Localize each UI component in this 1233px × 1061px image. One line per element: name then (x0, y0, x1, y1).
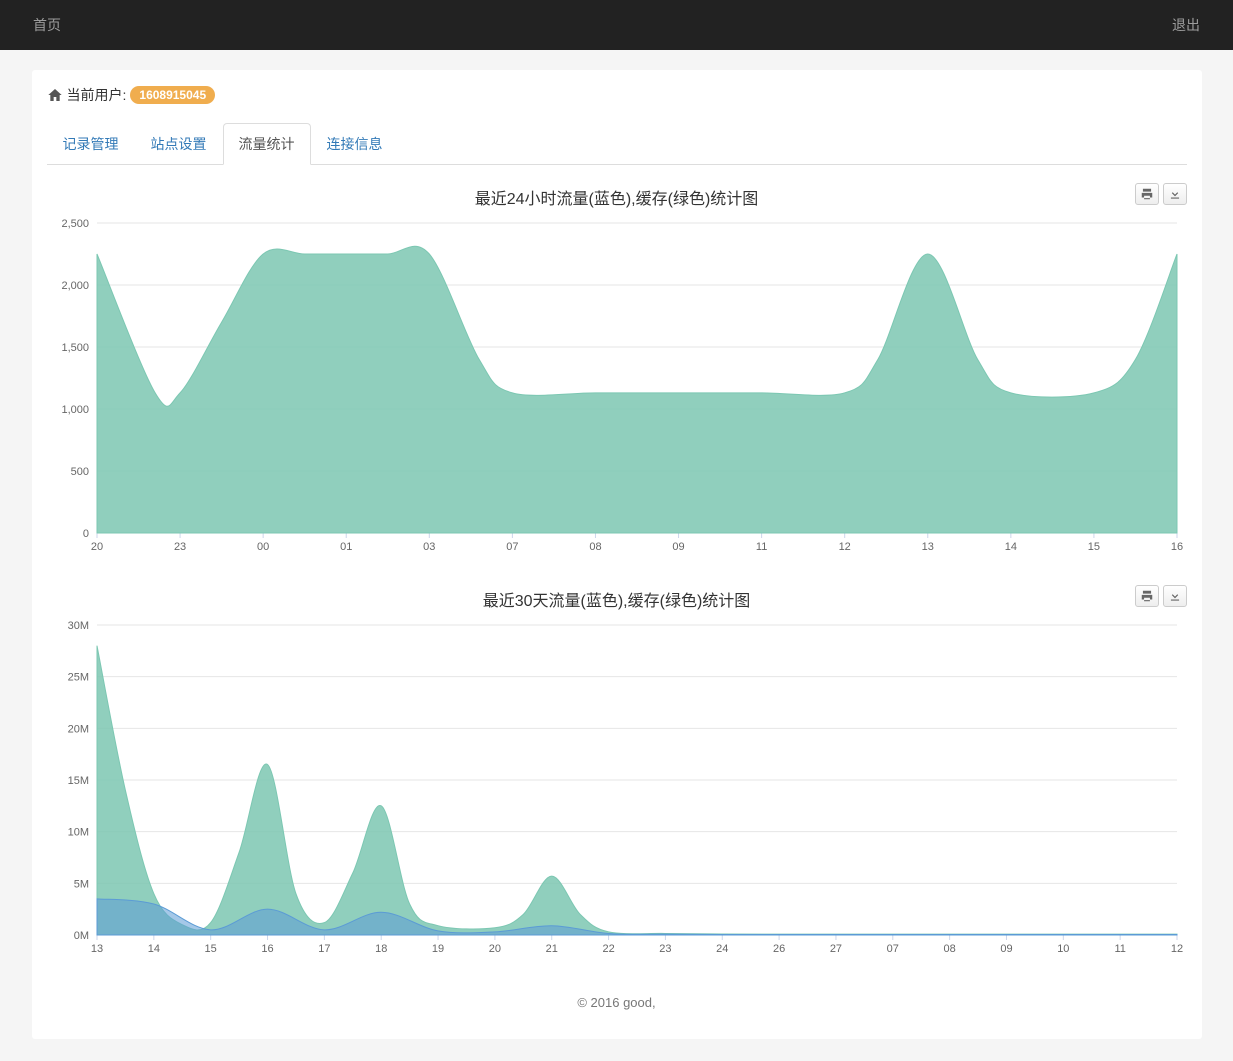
tab-0[interactable]: 记录管理 (47, 123, 135, 165)
svg-text:12: 12 (1170, 943, 1182, 955)
chart-24h-tools (1135, 183, 1187, 205)
svg-text:13: 13 (90, 943, 102, 955)
svg-text:2,500: 2,500 (61, 218, 89, 230)
svg-text:15M: 15M (67, 775, 88, 787)
svg-text:22: 22 (602, 943, 614, 955)
svg-text:00: 00 (257, 541, 269, 553)
svg-text:30M: 30M (67, 620, 88, 632)
svg-text:11: 11 (1114, 943, 1125, 955)
svg-text:10M: 10M (67, 827, 88, 839)
tabs: 记录管理站点设置流量统计连接信息 (47, 123, 1187, 165)
svg-text:16: 16 (261, 943, 273, 955)
svg-text:25M: 25M (67, 672, 88, 684)
chart-24h-svg: 0 500 1,000 1,500 2,000 2,500 20 23 00 01 03 07 08 09… (47, 217, 1187, 557)
svg-text:14: 14 (1004, 541, 1016, 553)
chart-24h-area: 0 500 1,000 1,500 2,000 2,500 20 23 00 01 03 07 08 09… (47, 217, 1187, 557)
svg-text:24: 24 (716, 943, 728, 955)
svg-text:20: 20 (488, 943, 500, 955)
navbar: 首页 退出 (0, 0, 1233, 50)
download-icon[interactable] (1163, 183, 1187, 205)
svg-text:23: 23 (173, 541, 185, 553)
tab-1[interactable]: 站点设置 (135, 123, 223, 165)
svg-text:10: 10 (1057, 943, 1069, 955)
svg-text:0: 0 (82, 528, 88, 540)
svg-text:07: 07 (886, 943, 898, 955)
chart-30d-block: 最近30天流量(蓝色),缓存(绿色)统计图 0M 5M 10M 15M 20M 25M 30… (47, 587, 1187, 959)
nav-home[interactable]: 首页 (18, 0, 76, 50)
svg-text:15: 15 (204, 943, 216, 955)
current-user-label: 当前用户: (67, 85, 127, 105)
svg-text:23: 23 (659, 943, 671, 955)
svg-text:11: 11 (755, 541, 766, 553)
home-icon (47, 87, 63, 103)
main-panel: 当前用户: 1608915045 记录管理站点设置流量统计连接信息 最近24小时… (32, 70, 1202, 1039)
svg-text:03: 03 (423, 541, 435, 553)
svg-text:12: 12 (838, 541, 850, 553)
chart-30d-area: 0M 5M 10M 15M 20M 25M 30M 13 14 15 16 17 18 19 20 21 22 2… (47, 619, 1187, 959)
chart-30d-svg: 0M 5M 10M 15M 20M 25M 30M 13 14 15 16 17 18 19 20 21 22 2… (47, 619, 1187, 959)
user-id-badge: 1608915045 (130, 86, 215, 104)
svg-text:08: 08 (589, 541, 601, 553)
download-icon[interactable] (1163, 585, 1187, 607)
print-icon[interactable] (1135, 585, 1159, 607)
chart-30d-title: 最近30天流量(蓝色),缓存(绿色)统计图 (483, 587, 751, 611)
nav-logout[interactable]: 退出 (1157, 0, 1215, 50)
svg-text:07: 07 (506, 541, 518, 553)
svg-text:09: 09 (672, 541, 684, 553)
svg-text:08: 08 (943, 943, 955, 955)
svg-text:26: 26 (772, 943, 784, 955)
svg-text:13: 13 (921, 541, 933, 553)
chart-30d-tools (1135, 585, 1187, 607)
print-icon[interactable] (1135, 183, 1159, 205)
svg-text:18: 18 (375, 943, 387, 955)
chart-24h-block: 最近24小时流量(蓝色),缓存(绿色)统计图 0 500 1,000 1,500 2,0… (47, 185, 1187, 557)
svg-text:19: 19 (431, 943, 443, 955)
svg-text:0M: 0M (73, 930, 88, 942)
tab-2[interactable]: 流量统计 (223, 123, 311, 165)
svg-text:15: 15 (1087, 541, 1099, 553)
svg-text:21: 21 (545, 943, 557, 955)
svg-text:5M: 5M (73, 878, 88, 890)
current-user-line: 当前用户: 1608915045 (47, 85, 1187, 105)
svg-text:17: 17 (318, 943, 330, 955)
svg-text:20: 20 (90, 541, 102, 553)
svg-text:01: 01 (340, 541, 352, 553)
svg-text:14: 14 (147, 943, 159, 955)
svg-text:1,500: 1,500 (61, 342, 89, 354)
svg-text:2,000: 2,000 (61, 280, 89, 292)
svg-text:20M: 20M (67, 723, 88, 735)
svg-text:16: 16 (1170, 541, 1182, 553)
svg-text:500: 500 (70, 466, 88, 478)
svg-text:09: 09 (1000, 943, 1012, 955)
chart-24h-title: 最近24小时流量(蓝色),缓存(绿色)统计图 (475, 185, 759, 209)
svg-text:27: 27 (829, 943, 841, 955)
svg-text:1,000: 1,000 (61, 404, 89, 416)
tab-3[interactable]: 连接信息 (311, 123, 399, 165)
footer: © 2016 good, (47, 989, 1187, 1024)
